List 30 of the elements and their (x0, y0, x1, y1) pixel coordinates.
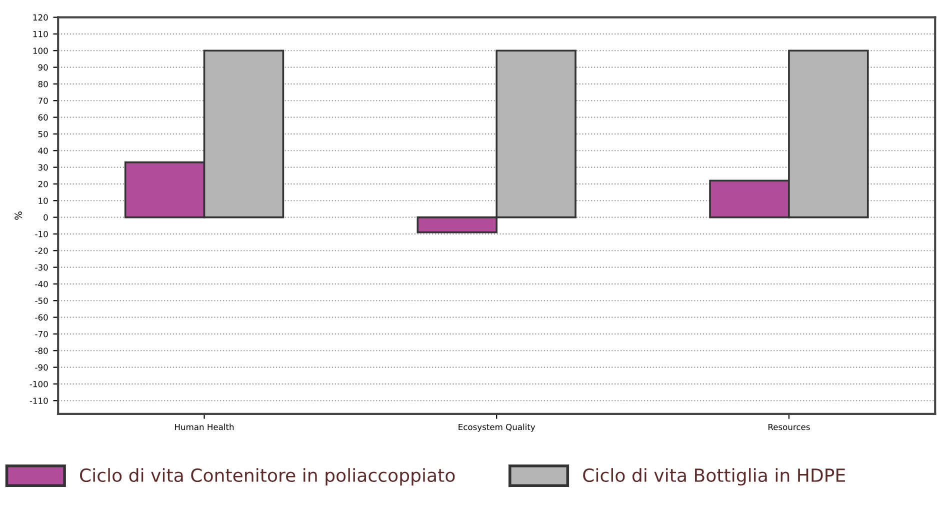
y-tick-label: 30 (38, 164, 48, 171)
y-tick-label: 80 (38, 80, 48, 88)
x-tick-label: Ecosystem Quality (458, 424, 536, 432)
y-tick-label: -40 (35, 280, 48, 288)
y-tick-label: 40 (38, 148, 48, 154)
y-tick-label: 90 (38, 64, 48, 71)
y-tick-label: -10 (35, 230, 48, 238)
y-tick-label: -70 (35, 330, 48, 338)
y-tick-label: 10 (38, 198, 48, 204)
x-tick-label: Resources (768, 424, 810, 430)
y-tick-label: -20 (35, 248, 48, 254)
y-tick-label: 60 (38, 114, 48, 121)
y-tick-label: -60 (35, 314, 48, 321)
y-tick-label: -90 (35, 364, 48, 371)
y-tick-label: 120 (33, 14, 48, 21)
y-tick-label: 110 (33, 30, 48, 38)
y-tick-label: 0 (44, 214, 48, 221)
x-tick-label: Human Health (175, 424, 234, 430)
y-tick-label: -50 (35, 298, 48, 304)
y-tick-label: 50 (38, 130, 48, 138)
y-tick-label: -80 (35, 348, 48, 354)
y-tick-label: -30 (35, 264, 48, 271)
legend-label: Ciclo di vita Contenitore in poliaccoppiato (80, 468, 455, 486)
y-tick-label: 70 (38, 98, 48, 104)
y-tick-label: 100 (33, 48, 48, 54)
y-tick-label: -100 (30, 380, 48, 388)
y-axis-title: % (14, 212, 22, 220)
y-tick-label: -110 (30, 398, 48, 404)
y-tick-label: 20 (38, 180, 48, 188)
legend-label: Ciclo di vita Bottiglia in HDPE (583, 468, 845, 486)
